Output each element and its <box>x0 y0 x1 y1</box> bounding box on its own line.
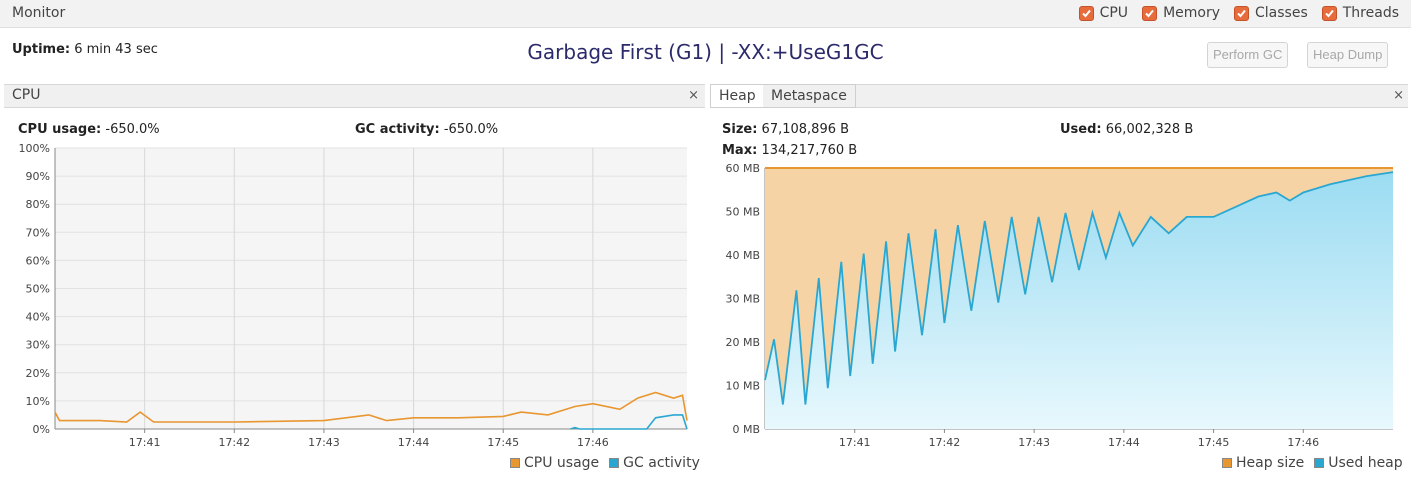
y-tick-label: 70% <box>26 226 50 239</box>
checkmark-icon <box>1234 5 1249 21</box>
y-tick-label: 40 MB <box>725 249 760 262</box>
heap-used-value: 66,002,328 B <box>1105 122 1194 137</box>
cpu-legend: CPU usage GC activity <box>510 455 700 471</box>
legend-used-heap: Used heap <box>1314 455 1403 471</box>
uptime: Uptime: 6 min 43 sec <box>12 42 158 57</box>
tab-metaspace[interactable]: Metaspace <box>763 84 856 108</box>
y-tick-label: 10 MB <box>725 380 760 393</box>
gc-activity-line <box>570 414 688 430</box>
cpu-checkbox-label: CPU <box>1099 5 1129 21</box>
y-tick-label: 60% <box>26 254 50 267</box>
cpu-usage-swatch <box>510 458 520 468</box>
memory-checkbox[interactable]: Memory <box>1142 5 1220 21</box>
tab-cpu[interactable]: CPU <box>12 87 41 103</box>
perform-gc-button[interactable]: Perform GC <box>1207 42 1289 68</box>
monitor-title: Monitor <box>12 5 66 21</box>
legend-heap-size-label: Heap size <box>1236 455 1305 471</box>
x-tick-label: 17:42 <box>218 436 250 449</box>
y-tick-label: 50% <box>26 283 50 296</box>
cpu-chart: 0% 10% 20% 30% 40% 50% 60% 70% 80% 90% 100% 17:41 17… <box>19 142 688 449</box>
x-tick-label: 17:42 <box>929 436 961 449</box>
gc-title: Garbage First (G1) | -XX:+UseG1GC <box>527 40 884 64</box>
x-tick-label: 17:41 <box>839 436 871 449</box>
y-tick-label: 80% <box>26 198 50 211</box>
heap-max-value: 134,217,760 B <box>761 143 858 158</box>
x-tick-label: 17:41 <box>129 436 161 449</box>
y-tick-label: 10% <box>26 395 50 408</box>
legend-gc-activity: GC activity <box>609 455 700 471</box>
x-tick-label: 17:45 <box>1198 436 1230 449</box>
x-tick-label: 17:44 <box>1108 436 1140 449</box>
used-heap-area <box>765 172 1393 429</box>
y-tick-label: 20% <box>26 367 50 380</box>
classes-checkbox[interactable]: Classes <box>1234 5 1308 21</box>
y-tick-label: 100% <box>19 142 50 155</box>
monitor-toggles: CPU Memory Classes Threads <box>1078 5 1399 21</box>
heap-size-stat: Size: 67,108,896 B <box>722 122 849 137</box>
checkmark-icon <box>1321 5 1337 21</box>
monitor-header-bar: Monitor CPU Memory Classes Threads <box>0 0 1411 28</box>
close-icon[interactable]: × <box>688 88 699 103</box>
heap-used-label: Used: <box>1060 122 1102 137</box>
heap-legend: Heap size Used heap <box>1222 455 1403 471</box>
heap-dump-button[interactable]: Heap Dump <box>1307 42 1389 68</box>
heap-size-swatch <box>1222 458 1232 468</box>
classes-checkbox-label: Classes <box>1255 5 1308 21</box>
gc-activity-swatch <box>609 458 620 468</box>
legend-used-heap-label: Used heap <box>1328 455 1403 471</box>
y-tick-label: 30% <box>26 339 50 352</box>
uptime-label: Uptime: <box>12 42 71 57</box>
y-tick-label: 60 MB <box>725 162 760 175</box>
x-tick-label: 17:44 <box>398 436 430 449</box>
legend-cpu-usage-label: CPU usage <box>524 455 600 471</box>
x-tick-label: 17:43 <box>308 436 340 449</box>
gc-activity-value: -650.0% <box>443 122 499 137</box>
uptime-value: 6 min 43 sec <box>74 42 158 57</box>
cpu-checkbox[interactable]: CPU <box>1078 5 1129 21</box>
y-tick-label: 0% <box>33 423 50 436</box>
tab-heap[interactable]: Heap <box>710 84 765 108</box>
checkmark-icon <box>1142 5 1158 21</box>
heap-max-label: Max: <box>722 143 758 158</box>
heap-size-value: 67,108,896 B <box>761 122 850 137</box>
x-tick-label: 17:46 <box>577 436 609 449</box>
checkmark-icon <box>1078 5 1094 21</box>
x-tick-label: 17:46 <box>1287 436 1319 449</box>
legend-cpu-usage: CPU usage <box>510 455 599 471</box>
y-tick-label: 40% <box>26 311 50 324</box>
heap-max-stat: Max: 134,217,760 B <box>722 143 857 158</box>
threads-checkbox[interactable]: Threads <box>1321 5 1399 21</box>
cpu-panel-tabbar: CPU × <box>4 84 705 108</box>
cpu-usage-stat: CPU usage: -650.0% <box>18 122 160 137</box>
legend-gc-activity-label: GC activity <box>623 455 700 471</box>
close-icon[interactable]: × <box>1393 88 1404 103</box>
heap-panel-tabbar: Heap Metaspace × <box>710 84 1408 108</box>
y-tick-label: 50 MB <box>725 206 760 219</box>
cpu-usage-line <box>54 391 688 423</box>
heap-used-stat: Used: 66,002,328 B <box>1060 122 1193 137</box>
cpu-usage-label: CPU usage: <box>18 122 102 137</box>
y-tick-label: 0 MB <box>732 423 760 436</box>
used-heap-swatch <box>1314 458 1325 468</box>
memory-checkbox-label: Memory <box>1163 5 1220 21</box>
cpu-usage-value: -650.0% <box>105 122 160 137</box>
y-tick-label: 90% <box>26 170 50 183</box>
heap-chart: 0 MB 10 MB 20 MB 30 MB 40 MB 50 MB 60 MB 17:41 1… <box>725 162 1394 449</box>
x-tick-label: 17:45 <box>487 436 519 449</box>
gc-activity-label: GC activity: <box>355 122 440 137</box>
heap-size-label: Size: <box>722 122 758 137</box>
x-tick-label: 17:43 <box>1018 436 1050 449</box>
y-tick-label: 20 MB <box>725 336 760 349</box>
used-heap-line <box>764 171 1394 405</box>
legend-heap-size: Heap size <box>1222 455 1304 471</box>
threads-checkbox-label: Threads <box>1342 5 1399 21</box>
gc-activity-stat: GC activity: -650.0% <box>355 122 498 137</box>
y-tick-label: 30 MB <box>725 293 760 306</box>
